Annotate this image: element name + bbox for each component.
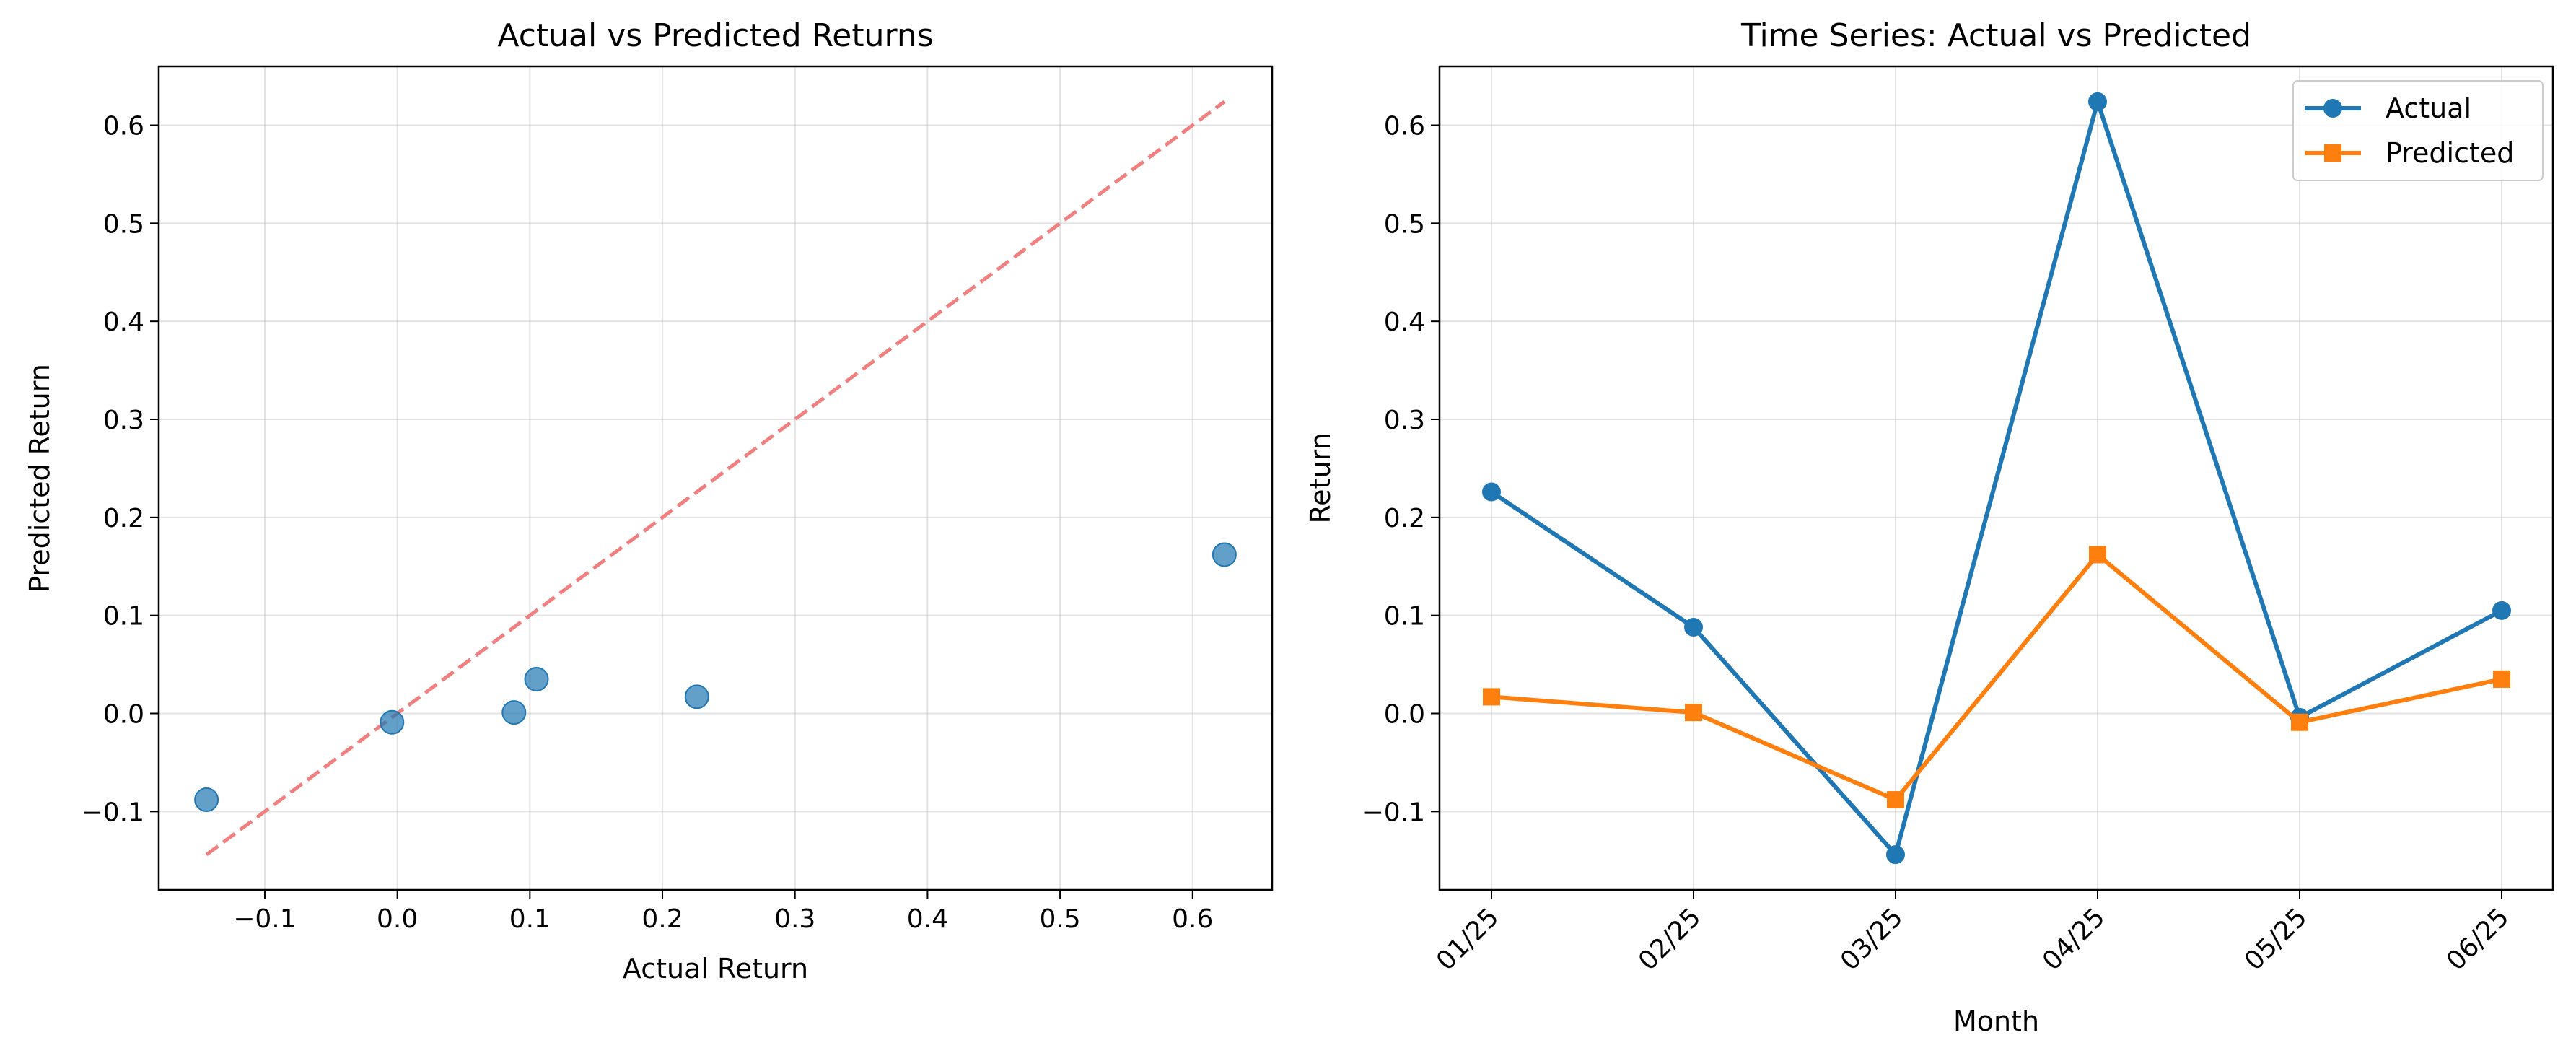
line-y-axis-label: Return <box>1305 432 1336 523</box>
series-point-actual <box>1482 482 1501 502</box>
scatter-reference-line <box>205 100 1226 857</box>
series-line-predicted <box>1491 552 2502 803</box>
line-chart: 01/25 02/25 03/25 04/25 05/25 06/25 −0.1 0.0 0.… <box>1305 17 2554 1037</box>
scatter-x-tick-label: 0.1 <box>509 904 551 934</box>
scatter-y-ticks: −0.1 0.0 0.1 0.2 0.3 0.4 0.5 0.6 <box>82 112 159 827</box>
scatter-y-tick-label: 0.1 <box>103 602 144 632</box>
scatter-reference-layer <box>205 100 1226 857</box>
scatter-y-axis-label: Predicted Return <box>24 364 56 593</box>
line-y-tick-label: 0.0 <box>1384 700 1425 730</box>
scatter-y-tick-label: 0.5 <box>103 209 144 239</box>
series-point-actual <box>2088 92 2107 111</box>
line-y-tick-label: −0.1 <box>1362 798 1425 827</box>
scatter-x-tick-label: −0.1 <box>233 904 296 934</box>
line-x-tick-label: 03/25 <box>1835 902 1909 976</box>
line-y-tick-label: 0.6 <box>1384 112 1425 141</box>
line-x-tick-label: 06/25 <box>2441 902 2515 976</box>
series-point-predicted <box>1685 704 1702 722</box>
scatter-chart: −0.1 0.0 0.1 0.2 0.3 0.4 0.5 0.6 −0.1 0.0 0.1 0.2 0… <box>24 17 1274 984</box>
scatter-y-tick-label: 0.4 <box>103 307 144 337</box>
scatter-point <box>1212 542 1237 567</box>
line-x-tick-label: 04/25 <box>2037 902 2111 976</box>
line-x-tick-label: 05/25 <box>2239 902 2313 976</box>
line-x-tick-label: 01/25 <box>1431 902 1504 976</box>
scatter-x-tick-label: 0.0 <box>377 904 418 934</box>
series-point-actual <box>1684 617 1703 637</box>
scatter-x-tick-label: 0.5 <box>1039 904 1080 934</box>
line-y-ticks: −0.1 0.0 0.1 0.2 0.3 0.4 0.5 0.6 <box>1362 112 1440 827</box>
legend-marker-actual <box>2323 99 2342 118</box>
line-y-tick-label: 0.5 <box>1384 209 1425 239</box>
scatter-x-ticks: −0.1 0.0 0.1 0.2 0.3 0.4 0.5 0.6 <box>233 890 1213 934</box>
line-title: Time Series: Actual vs Predicted <box>1740 17 2251 54</box>
scatter-x-tick-label: 0.2 <box>641 904 683 934</box>
scatter-y-tick-label: 0.3 <box>103 406 144 435</box>
legend: Actual Predicted <box>2292 80 2544 181</box>
line-series-layer <box>1482 92 2511 865</box>
scatter-y-tick-label: 0.6 <box>103 112 144 141</box>
scatter-points <box>194 542 1237 813</box>
scatter-point <box>501 700 527 725</box>
line-y-tick-label: 0.1 <box>1384 602 1425 632</box>
line-x-tick-label: 02/25 <box>1633 902 1707 976</box>
line-y-tick-label: 0.4 <box>1384 307 1425 337</box>
line-grid <box>1440 66 2553 890</box>
legend-box <box>2292 80 2544 181</box>
scatter-x-tick-label: 0.4 <box>907 904 948 934</box>
scatter-grid <box>159 66 1272 890</box>
line-x-axis-label: Month <box>1953 1005 2039 1037</box>
line-x-ticks: 01/25 02/25 03/25 04/25 05/25 06/25 <box>1431 890 2515 977</box>
scatter-x-axis-label: Actual Return <box>623 953 808 984</box>
legend-items: Actual Predicted <box>2305 92 2514 169</box>
line-y-tick-label: 0.2 <box>1384 504 1425 533</box>
line-y-tick-label: 0.3 <box>1384 406 1425 435</box>
scatter-x-tick-label: 0.3 <box>774 904 815 934</box>
legend-label-predicted: Predicted <box>2386 137 2514 169</box>
scatter-point <box>684 684 709 709</box>
scatter-point <box>380 709 405 735</box>
scatter-y-tick-label: 0.2 <box>103 504 144 533</box>
series-line-actual <box>1490 99 2503 857</box>
series-point-predicted <box>2089 546 2106 564</box>
scatter-y-tick-label: −0.1 <box>82 798 144 827</box>
series-point-predicted <box>1483 688 1500 706</box>
series-point-predicted <box>2493 670 2510 688</box>
series-point-predicted <box>1887 791 1904 809</box>
series-point-predicted <box>2291 713 2308 731</box>
scatter-title: Actual vs Predicted Returns <box>497 17 933 54</box>
scatter-plot-frame <box>157 65 1274 891</box>
series-point-actual <box>1886 845 1905 865</box>
series-point-actual <box>2492 601 2511 620</box>
scatter-point <box>524 666 549 691</box>
scatter-x-tick-label: 0.6 <box>1172 904 1213 934</box>
scatter-y-tick-label: 0.0 <box>103 700 144 730</box>
line-plot-frame <box>1438 65 2554 891</box>
scatter-point <box>194 787 219 813</box>
legend-marker-predicted <box>2324 144 2341 162</box>
legend-label-actual: Actual <box>2386 92 2471 124</box>
